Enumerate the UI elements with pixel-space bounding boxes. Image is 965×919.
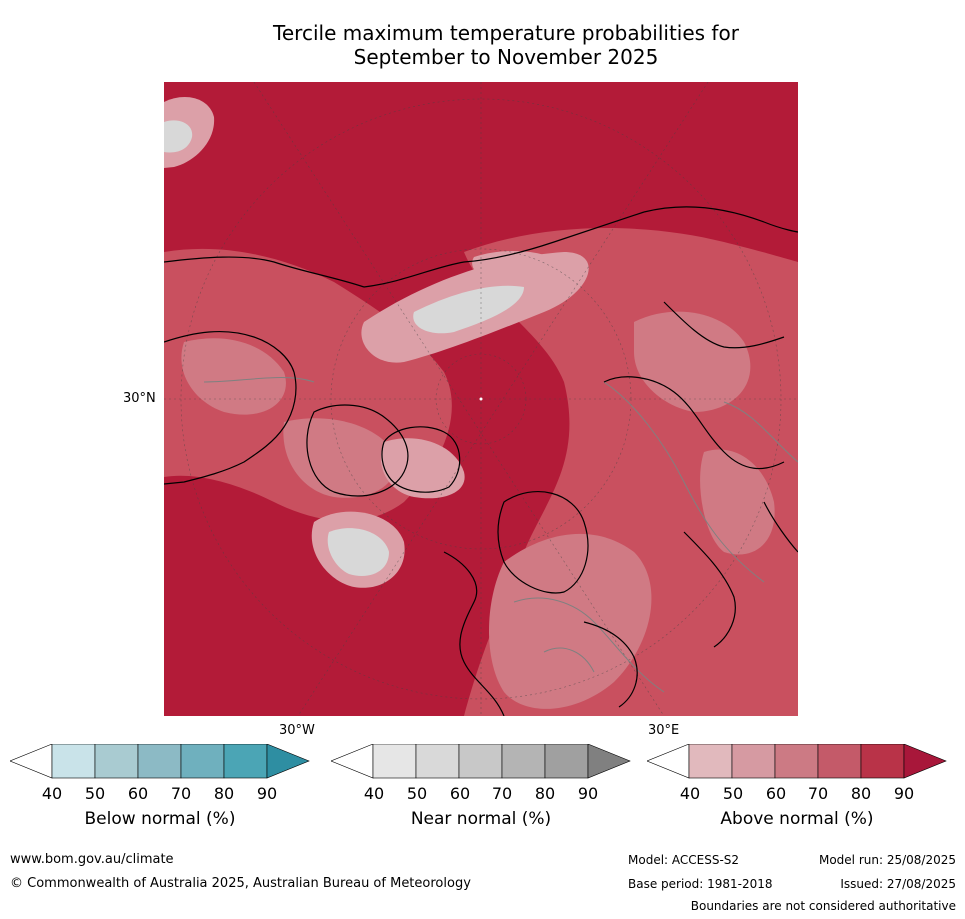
colorbar-near-normal-tick: 70 bbox=[491, 784, 513, 803]
colorbar-above-normal-tick: 80 bbox=[850, 784, 872, 803]
colorbar-above-normal-segment-1 bbox=[688, 744, 733, 779]
colorbar-above-normal-segment-5 bbox=[860, 744, 905, 779]
colorbar-below-normal-segment-5 bbox=[223, 744, 268, 779]
colorbar-above-normal-segment-0 bbox=[647, 744, 690, 779]
colorbar-below-normal-label: Below normal (%) bbox=[84, 809, 236, 829]
colorbar-above-normal-tick: 90 bbox=[893, 784, 915, 803]
colorbar-below-normal-tick: 50 bbox=[84, 784, 106, 803]
longitude-label-30w: 30°W bbox=[279, 723, 315, 738]
pacific-near-normal-inner bbox=[164, 120, 193, 153]
colorbar-below-normal-tick: 80 bbox=[213, 784, 235, 803]
colorbar-above-normal-graphic bbox=[647, 744, 947, 779]
latitude-label-30n: 30°N bbox=[123, 391, 156, 406]
colorbar-below-normal-segment-6 bbox=[266, 744, 310, 779]
north-pole-marker bbox=[479, 397, 483, 401]
coastlines bbox=[164, 206, 798, 716]
colorbar-above-normal-tick: 70 bbox=[807, 784, 829, 803]
colorbar-below-normal-segment-4 bbox=[180, 744, 225, 779]
colorbar-near-normal-segment-6 bbox=[587, 744, 631, 779]
colorbar-near-normal-tick: 80 bbox=[534, 784, 556, 803]
colorbar-below-normal-tick: 70 bbox=[170, 784, 192, 803]
map-canvas bbox=[164, 82, 798, 716]
copyright-text: © Commonwealth of Australia 2025, Austra… bbox=[10, 876, 471, 891]
colorbar-below-normal-tick: 90 bbox=[256, 784, 278, 803]
colorbar-near-normal-tick: 40 bbox=[363, 784, 385, 803]
title-line-2: September to November 2025 bbox=[353, 45, 659, 69]
laptev-near-normal bbox=[413, 285, 524, 334]
base-period: Base period: 1981-2018 bbox=[628, 877, 773, 891]
europe-light-region bbox=[489, 533, 652, 709]
colorbar-above-normal-label: Above normal (%) bbox=[720, 809, 874, 829]
colorbar-above-normal-segment-3 bbox=[774, 744, 819, 779]
asia-light-region-1 bbox=[634, 311, 751, 412]
colorbar-below-normal-tick: 40 bbox=[41, 784, 63, 803]
colorbar-above-normal-tick: 50 bbox=[722, 784, 744, 803]
model-run-date: Model run: 25/08/2025 bbox=[818, 853, 956, 867]
colorbar-near-normal-label: Near normal (%) bbox=[410, 809, 552, 829]
model-name: Model: ACCESS-S2 bbox=[628, 853, 740, 867]
website-link[interactable]: www.bom.gov.au/climate bbox=[10, 852, 174, 867]
colorbar-below-normal-graphic bbox=[10, 744, 310, 779]
issued-date: Issued: 27/08/2025 bbox=[840, 877, 956, 891]
colorbar-near-normal: 40 50 60 70 80 90 Near normal (%) bbox=[331, 744, 631, 854]
colorbar-near-normal-tick: 50 bbox=[406, 784, 428, 803]
colorbar-above-normal-tick: 40 bbox=[679, 784, 701, 803]
colorbar-above-normal-tick: 60 bbox=[765, 784, 787, 803]
colorbar-below-normal-segment-3 bbox=[137, 744, 182, 779]
colorbar-above-normal-segment-2 bbox=[731, 744, 776, 779]
colorbar-near-normal-segment-5 bbox=[544, 744, 589, 779]
chart-title: Tercile maximum temperature probabilitie… bbox=[164, 21, 848, 69]
colorbar-below-normal-segment-1 bbox=[51, 744, 96, 779]
greenland-light-region bbox=[380, 438, 465, 499]
asia-light-region-2 bbox=[700, 449, 775, 555]
longitude-label-30e: 30°E bbox=[648, 723, 680, 738]
colorbar-below-normal-tick: 60 bbox=[127, 784, 149, 803]
colorbar-above-normal: 40 50 60 70 80 90 Above normal (%) bbox=[647, 744, 947, 854]
colorbar-below-normal-segment-0 bbox=[10, 744, 53, 779]
colorbar-near-normal-segment-1 bbox=[372, 744, 417, 779]
colorbar-above-normal-segment-6 bbox=[903, 744, 947, 779]
siberia-near-normal bbox=[472, 250, 559, 283]
canada-light-region bbox=[283, 418, 396, 498]
colorbar-near-normal-segment-0 bbox=[331, 744, 374, 779]
colorbar-near-normal-segment-3 bbox=[458, 744, 503, 779]
colorbar-near-normal-tick: 90 bbox=[577, 784, 599, 803]
colorbar-below-normal: 40 50 60 70 80 90 Below normal (%) bbox=[10, 744, 310, 854]
colorbar-near-normal-graphic bbox=[331, 744, 631, 779]
alaska-light-region bbox=[181, 338, 286, 415]
atlantic-near-normal-inner bbox=[327, 528, 389, 576]
colorbar-near-normal-segment-4 bbox=[501, 744, 546, 779]
colorbar-near-normal-segment-2 bbox=[415, 744, 460, 779]
colorbar-near-normal-tick: 60 bbox=[449, 784, 471, 803]
boundaries-disclaimer: Boundaries are not considered authoritat… bbox=[690, 899, 956, 913]
probability-map bbox=[164, 82, 798, 716]
colorbar-above-normal-segment-4 bbox=[817, 744, 862, 779]
title-line-1: Tercile maximum temperature probabilitie… bbox=[273, 21, 739, 45]
country-borders bbox=[203, 377, 798, 693]
colorbar-below-normal-segment-2 bbox=[94, 744, 139, 779]
